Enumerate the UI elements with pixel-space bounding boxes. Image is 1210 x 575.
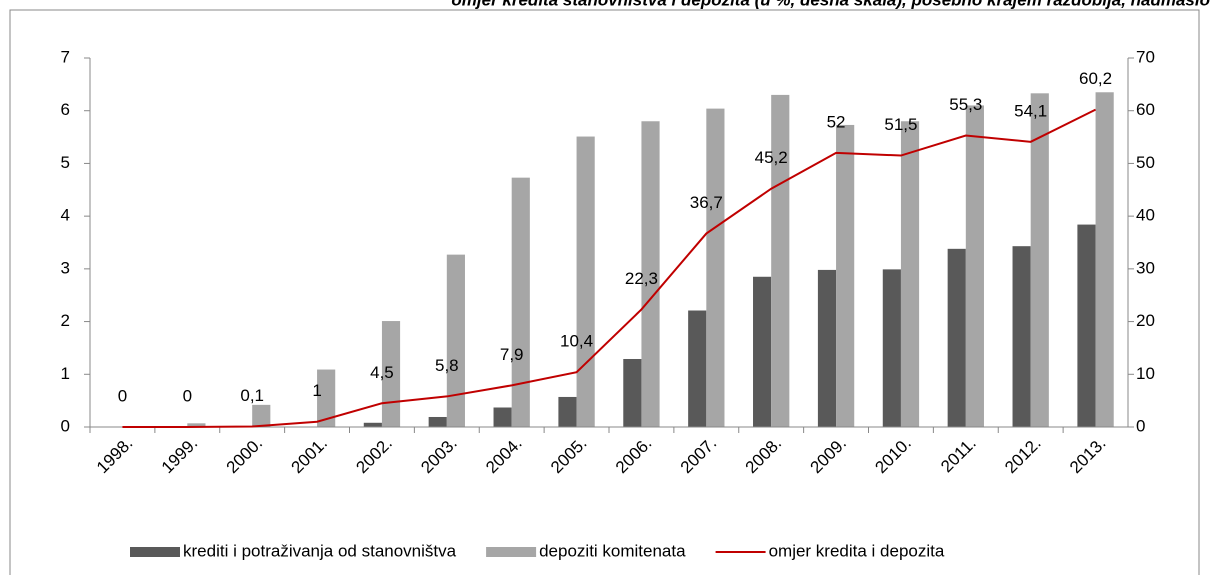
bar [641,121,660,427]
bar [363,422,382,427]
y2-tick-label: 50 [1136,153,1155,172]
x-tick-label: 1999. [158,434,202,478]
x-tick-label: 2000. [223,434,267,478]
y-tick-label: 6 [61,100,70,119]
legend-swatch [486,547,537,557]
bar [1095,92,1114,427]
bar [511,177,530,427]
data-label: 54,1 [1014,101,1047,120]
data-label: 0 [183,386,192,405]
data-label: 1 [312,381,321,400]
bar [252,404,271,427]
y-tick-label: 0 [61,416,70,435]
bar [817,269,837,427]
legend-label: krediti i potraživanja od stanovništva [183,541,457,560]
data-label: 10,4 [560,332,593,351]
legend-label: depoziti komitenata [539,541,686,560]
x-tick-label: 2004. [482,434,526,478]
data-label: 4,5 [370,363,394,382]
bar [882,269,901,427]
x-tick-label: 2007. [677,434,721,478]
x-tick-label: 2011. [937,434,980,477]
bar [381,321,401,427]
chart-title: omjer kredita stanovništva i depozita (u… [451,0,1210,9]
y2-tick-label: 10 [1136,364,1155,383]
x-tick-label: 2010. [871,434,915,478]
y-tick-label: 5 [61,153,70,172]
bar [1030,93,1049,427]
data-label: 0,1 [240,386,264,405]
bar [1012,246,1031,427]
x-tick-label: 2009. [807,434,851,478]
y-tick-label: 1 [61,364,70,383]
bar [965,105,984,427]
x-tick-label: 1998. [93,434,137,478]
bar [900,121,920,427]
y2-tick-label: 30 [1136,258,1155,277]
bar [771,94,790,428]
bar [446,254,465,427]
data-label: 5,8 [435,356,459,375]
y2-tick-label: 60 [1136,100,1155,119]
legend-swatch [130,547,180,557]
bar [753,276,772,427]
data-label: 36,7 [690,193,723,212]
bar [947,248,966,427]
x-tick-label: 2003. [417,434,461,478]
y-tick-label: 2 [61,311,70,330]
y2-tick-label: 70 [1136,47,1155,66]
legend-label: omjer kredita i depozita [769,541,945,560]
data-label: 45,2 [755,148,788,167]
bar [558,396,577,427]
data-label: 52 [827,112,846,131]
bar [187,423,206,427]
y2-tick-label: 20 [1136,311,1155,330]
x-tick-label: 2006. [612,434,656,478]
x-tick-label: 2013. [1066,434,1110,478]
y-tick-label: 4 [61,206,70,225]
bar [836,124,855,427]
y2-tick-label: 40 [1136,206,1155,225]
bar [576,136,595,427]
x-tick-label: 2008. [742,434,786,478]
chart-border [9,9,1200,575]
y2-tick-label: 0 [1136,416,1145,435]
data-label: 0 [118,386,127,405]
data-label: 7,9 [500,345,524,364]
bar [688,310,707,427]
bar [623,358,642,427]
data-label: 60,2 [1079,69,1112,88]
y-tick-label: 3 [61,258,70,277]
bar [493,407,512,427]
data-label: 55,3 [949,95,982,114]
bar [1077,224,1096,427]
data-label: 51,5 [884,115,917,134]
x-tick-label: 2005. [547,434,591,478]
x-tick-label: 2012. [1001,434,1045,478]
x-tick-label: 2001. [288,434,332,478]
data-label: 22,3 [625,269,658,288]
bar [428,416,447,427]
x-tick-label: 2002. [352,434,396,478]
bar [706,108,725,427]
bar [317,369,336,427]
y-tick-label: 7 [61,47,70,66]
line [122,108,1097,428]
